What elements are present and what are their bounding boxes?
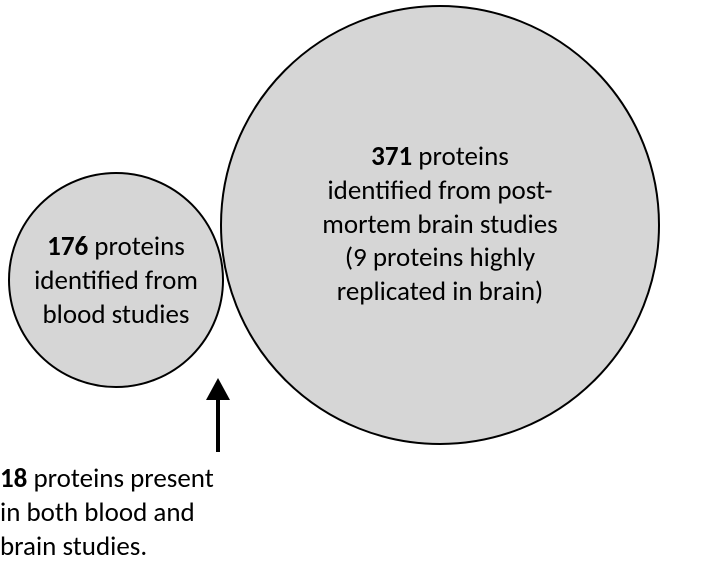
overlap-arrow-shaft <box>216 400 220 452</box>
brain-studies-label: 371 proteinsidentified from post-mortem … <box>270 140 610 309</box>
overlap-label: 18 proteins presentin both blood andbrai… <box>0 462 280 563</box>
venn-diagram: 176 proteinsidentified fromblood studies… <box>0 0 709 564</box>
blood-studies-label: 176 proteinsidentified fromblood studies <box>0 230 234 331</box>
overlap-arrow-head <box>206 378 230 400</box>
